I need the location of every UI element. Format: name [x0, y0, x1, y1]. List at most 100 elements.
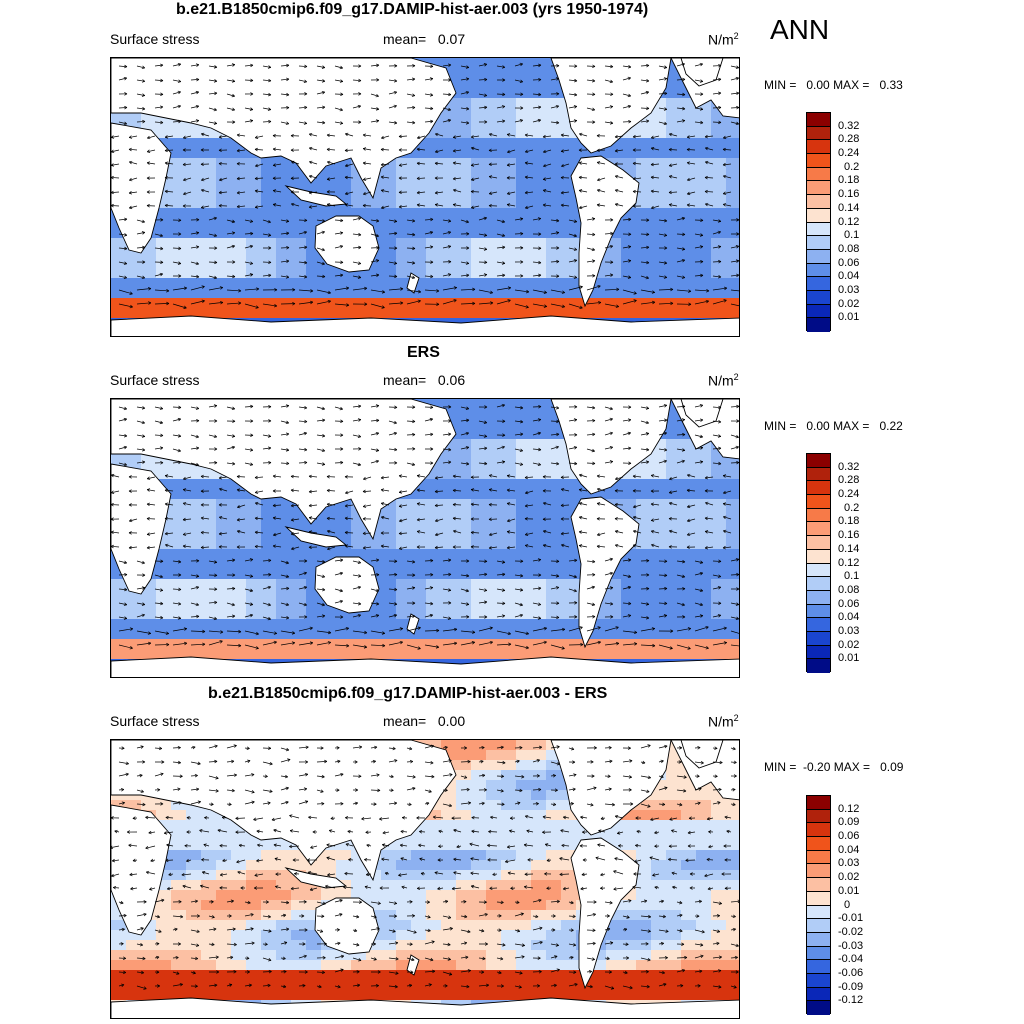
units-label-model: N/m2	[708, 31, 739, 48]
colorbar-tick-label: 0.2	[844, 501, 860, 514]
colorbar-segment	[807, 891, 830, 906]
land-africa	[111, 804, 172, 936]
colorbar-segment	[807, 946, 830, 961]
colorbar-segment	[807, 837, 830, 851]
season-label: ANN	[770, 14, 830, 45]
panel-title-model: b.e21.B1850cmip6.f09_g17.DAMIP-hist-aer.…	[176, 1, 649, 18]
colorbar-segment	[807, 960, 830, 974]
land-samerica	[570, 837, 640, 990]
minmax-obs: MIN = 0.00 MAX = 0.22	[764, 419, 903, 433]
stress-vectors	[111, 744, 739, 990]
colorbar-segment	[807, 249, 830, 264]
colorbar-segment	[807, 263, 830, 278]
panel-title-diff: b.e21.B1850cmip6.f09_g17.DAMIP-hist-aer.…	[208, 685, 608, 702]
colorbar-segment	[807, 467, 830, 482]
stress-vectors	[111, 62, 739, 309]
colorbar-segment	[807, 140, 830, 155]
land-africa	[111, 122, 172, 254]
colorbar-segment	[807, 236, 830, 250]
colorbar-tick-label: 0.03	[838, 624, 860, 637]
colorbar-segment	[807, 181, 830, 196]
mean-label-diff: mean= 0.00	[383, 713, 466, 729]
stress-vectors	[111, 403, 739, 650]
colorbar-tick-label: 0.12	[838, 215, 860, 228]
land-nz	[406, 954, 420, 976]
colorbar-tick-label: 0.04	[838, 611, 860, 624]
colorbar-tick-label: 0.1	[844, 570, 860, 583]
variable-label-obs: Surface stress	[110, 372, 200, 388]
land-australia	[314, 556, 380, 614]
colorbar-tick-label: 0.16	[838, 529, 860, 542]
colorbar-segment	[807, 481, 830, 496]
colorbar-diff	[806, 795, 831, 1015]
colorbar-tick-label: -0.02	[838, 925, 864, 938]
colorbar-tick-label: -0.01	[838, 912, 864, 925]
colorbar-segment	[807, 167, 830, 182]
mean-label-obs: mean= 0.06	[383, 372, 466, 388]
map-diff	[110, 739, 740, 1019]
colorbar-segment	[807, 318, 830, 332]
colorbar-tick-label: 0.24	[838, 488, 860, 501]
colorbar-segment	[807, 549, 830, 564]
colorbar-segment	[807, 932, 830, 947]
colorbar-segment	[807, 905, 830, 920]
colorbar-segment	[807, 987, 830, 1002]
land-antarctica	[111, 997, 739, 1018]
colorbar-tick-label: 0.32	[838, 119, 860, 132]
colorbar-tick-label: 0.04	[838, 843, 860, 856]
colorbar-segment	[807, 618, 830, 632]
minmax-model: MIN = 0.00 MAX = 0.33	[764, 78, 903, 92]
land-nz	[406, 272, 420, 294]
colorbar-tick-label: -0.04	[838, 953, 864, 966]
colorbar-tick-label: 0.06	[838, 830, 860, 843]
land-australia	[314, 215, 380, 273]
colorbar-segment	[807, 536, 830, 550]
colorbar-obs	[806, 453, 831, 673]
panel-title-obs: ERS	[407, 344, 440, 361]
colorbar-tick-label: 0.18	[838, 515, 860, 528]
land-samerica	[570, 155, 640, 308]
colorbar-tick-label: -0.03	[838, 939, 864, 952]
colorbar-segment	[807, 154, 830, 168]
colorbar-tick-label: 0.14	[838, 542, 860, 555]
colorbar-tick-label: 0.24	[838, 147, 860, 160]
colorbar-segment	[807, 577, 830, 591]
colorbar-segment	[807, 208, 830, 223]
colorbar-tick-label: 0.06	[838, 597, 860, 610]
colorbar-tick-label: -0.12	[838, 994, 864, 1007]
units-label-diff: N/m2	[708, 713, 739, 730]
colorbar-tick-label: -0.06	[838, 966, 864, 979]
colorbar-segment	[807, 631, 830, 646]
land-asia	[111, 399, 457, 541]
map-obs	[110, 398, 740, 678]
colorbar-segment	[807, 195, 830, 209]
colorbar-tick-label: 0.08	[838, 583, 860, 596]
colorbar-tick-label: 0.01	[838, 311, 860, 324]
colorbar-segment	[807, 563, 830, 578]
colorbar-tick-label: 0.02	[838, 871, 860, 884]
colorbar-segment	[807, 809, 830, 824]
colorbar-tick-label: 0.02	[838, 297, 860, 310]
colorbar-tick-label: 0.16	[838, 188, 860, 201]
colorbar-segment	[807, 823, 830, 838]
colorbar-tick-label: 0.02	[838, 638, 860, 651]
land-greenland	[680, 740, 724, 769]
colorbar-segment	[807, 113, 830, 127]
colorbar-segment	[807, 508, 830, 523]
colorbar-tick-label: 0.14	[838, 201, 860, 214]
colorbar-tick-label: 0.03	[838, 283, 860, 296]
colorbar-segment	[807, 1001, 830, 1015]
colorbar-tick-label: 0.01	[838, 652, 860, 665]
colorbar-segment	[807, 659, 830, 673]
land-greenland	[680, 399, 724, 428]
colorbar-segment	[807, 973, 830, 988]
colorbar-segment	[807, 645, 830, 660]
land-greenland	[680, 58, 724, 87]
land-antarctica	[111, 315, 739, 336]
colorbar-tick-label: -0.09	[838, 980, 864, 993]
colorbar-segment	[807, 590, 830, 605]
colorbar-segment	[807, 919, 830, 933]
colorbar-tick-label: 0.28	[838, 133, 860, 146]
land-samerica	[570, 496, 640, 649]
land-antarctica	[111, 656, 739, 677]
